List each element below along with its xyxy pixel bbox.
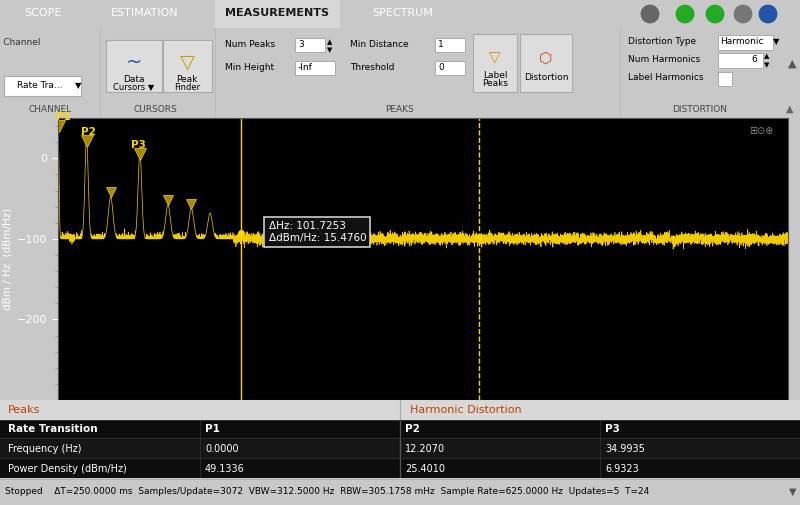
Text: ▲: ▲ bbox=[788, 59, 796, 69]
Text: Label Harmonics: Label Harmonics bbox=[628, 74, 703, 82]
Text: 6: 6 bbox=[751, 56, 757, 65]
Text: Harmonic: Harmonic bbox=[720, 37, 763, 46]
Text: P1: P1 bbox=[205, 424, 220, 434]
Text: DISTORTION: DISTORTION bbox=[673, 105, 727, 114]
Bar bbox=[718, 72, 732, 86]
Bar bbox=[0, 420, 800, 438]
Text: ▽: ▽ bbox=[489, 50, 501, 66]
Bar bbox=[0, 460, 800, 478]
FancyBboxPatch shape bbox=[473, 34, 517, 92]
Bar bbox=[0, 440, 800, 458]
Text: P2: P2 bbox=[405, 424, 420, 434]
Text: ▽: ▽ bbox=[179, 53, 194, 72]
Text: Label: Label bbox=[482, 72, 507, 80]
Text: Min Height: Min Height bbox=[225, 64, 274, 73]
Circle shape bbox=[758, 4, 778, 24]
Circle shape bbox=[733, 4, 753, 24]
FancyBboxPatch shape bbox=[106, 40, 162, 92]
Bar bbox=[215, 0, 340, 28]
Text: Stopped    ΔT=250.0000 ms  Samples/Update=3072  VBW=312.5000 Hz  RBW=305.1758 mH: Stopped ΔT=250.0000 ms Samples/Update=30… bbox=[5, 487, 650, 496]
Text: Distortion: Distortion bbox=[524, 74, 568, 82]
Text: P2: P2 bbox=[82, 127, 96, 137]
Text: ▼: ▼ bbox=[74, 81, 82, 90]
Text: Harmonic Distortion: Harmonic Distortion bbox=[410, 405, 522, 415]
Text: SPECTRUM: SPECTRUM bbox=[372, 8, 433, 18]
Text: MEASUREMENTS: MEASUREMENTS bbox=[226, 8, 330, 18]
Text: Num Harmonics: Num Harmonics bbox=[628, 56, 700, 65]
Text: CURSORS: CURSORS bbox=[133, 105, 177, 114]
Text: 6.9323: 6.9323 bbox=[605, 464, 638, 474]
Text: ⊞⊙⊕: ⊞⊙⊕ bbox=[749, 126, 774, 136]
Text: P3: P3 bbox=[605, 424, 620, 434]
Text: -Inf: -Inf bbox=[298, 64, 313, 73]
Circle shape bbox=[675, 4, 695, 24]
Text: 1: 1 bbox=[438, 40, 444, 49]
Text: PEAKS: PEAKS bbox=[386, 105, 414, 114]
FancyBboxPatch shape bbox=[163, 40, 212, 92]
Bar bbox=[295, 61, 335, 75]
Text: P1: P1 bbox=[56, 113, 70, 122]
Y-axis label: dBm / Hz  (dBm/Hz): dBm / Hz (dBm/Hz) bbox=[3, 208, 13, 310]
Circle shape bbox=[640, 4, 660, 24]
Bar bbox=[295, 38, 325, 52]
Text: ▼: ▼ bbox=[773, 37, 779, 46]
Circle shape bbox=[705, 4, 725, 24]
Text: CHANNEL: CHANNEL bbox=[28, 105, 72, 114]
Bar bbox=[718, 35, 773, 50]
Text: Peak: Peak bbox=[176, 76, 198, 84]
Text: 0: 0 bbox=[438, 64, 444, 73]
Text: ▲: ▲ bbox=[764, 53, 770, 59]
Text: ▲: ▲ bbox=[786, 104, 794, 114]
Text: Rate Tra...: Rate Tra... bbox=[18, 81, 62, 90]
Text: 12.2070: 12.2070 bbox=[405, 444, 445, 454]
Text: Data: Data bbox=[123, 76, 145, 84]
Text: Cursors ▼: Cursors ▼ bbox=[114, 82, 154, 91]
Text: ▼: ▼ bbox=[764, 62, 770, 68]
X-axis label: Frequency (Hz): Frequency (Hz) bbox=[378, 425, 467, 438]
Text: 49.1336: 49.1336 bbox=[205, 464, 245, 474]
Text: 25.4010: 25.4010 bbox=[405, 464, 445, 474]
Text: Min Distance: Min Distance bbox=[350, 40, 409, 49]
Bar bbox=[0, 400, 800, 420]
Text: Num Peaks: Num Peaks bbox=[225, 40, 275, 49]
FancyBboxPatch shape bbox=[520, 34, 572, 92]
Bar bbox=[435, 38, 465, 52]
Bar bbox=[0, 420, 800, 478]
Text: 0.0000: 0.0000 bbox=[205, 444, 238, 454]
Text: Threshold: Threshold bbox=[350, 64, 394, 73]
Text: 🔍 Channel: 🔍 Channel bbox=[0, 37, 41, 46]
Text: ⬡: ⬡ bbox=[539, 50, 553, 66]
Text: Peaks: Peaks bbox=[8, 405, 40, 415]
Bar bbox=[435, 61, 465, 75]
FancyBboxPatch shape bbox=[4, 76, 81, 96]
Text: SCOPE: SCOPE bbox=[24, 8, 61, 18]
Text: 34.9935: 34.9935 bbox=[605, 444, 645, 454]
Text: Frequency (Hz): Frequency (Hz) bbox=[8, 444, 82, 454]
Text: Power Density (dBm/Hz): Power Density (dBm/Hz) bbox=[8, 464, 126, 474]
Text: ESTIMATION: ESTIMATION bbox=[111, 8, 179, 18]
Text: ▼: ▼ bbox=[790, 487, 797, 497]
Text: 3: 3 bbox=[298, 40, 304, 49]
Text: ΔHz: 101.7253
ΔdBm/Hz: 15.4760: ΔHz: 101.7253 ΔdBm/Hz: 15.4760 bbox=[269, 221, 366, 243]
Text: ~: ~ bbox=[126, 53, 142, 72]
Text: P3: P3 bbox=[130, 140, 146, 150]
Text: Distortion Type: Distortion Type bbox=[628, 37, 696, 46]
Text: ▲: ▲ bbox=[327, 39, 332, 45]
Text: Peaks: Peaks bbox=[482, 79, 508, 88]
Text: Rate Transition: Rate Transition bbox=[8, 424, 98, 434]
Text: ▼: ▼ bbox=[327, 47, 332, 53]
Bar bbox=[718, 53, 763, 68]
Text: Finder: Finder bbox=[174, 82, 200, 91]
